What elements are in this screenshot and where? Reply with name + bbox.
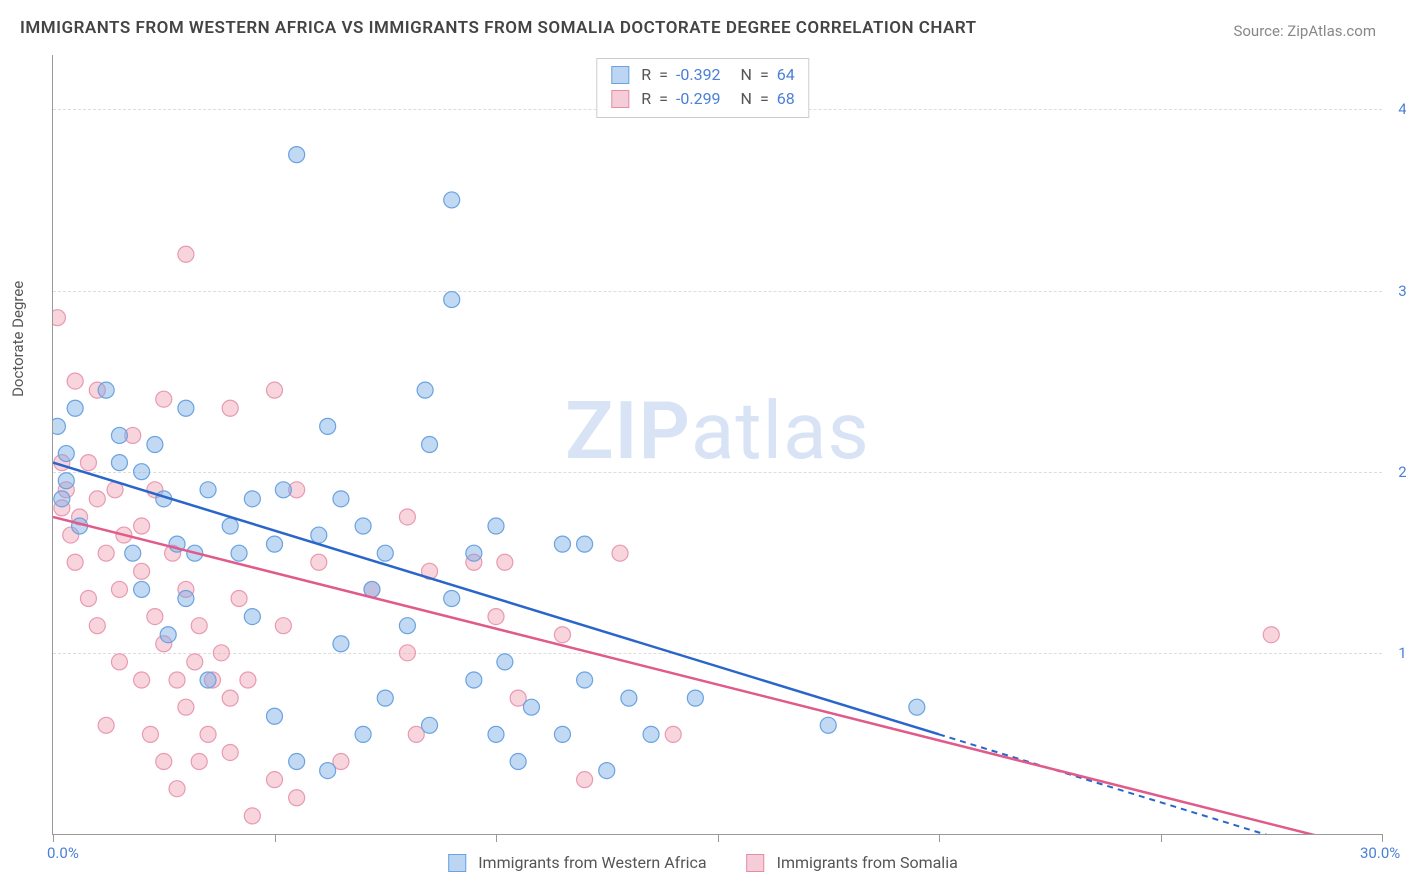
stats-legend: R = -0.392 N = 64 R = -0.299 N = 68 <box>596 58 809 118</box>
x-tick <box>1382 834 1383 842</box>
y-axis-title: Doctorate Degree <box>9 281 27 397</box>
x-tick-label: 0.0% <box>47 844 79 862</box>
x-tick-label: 30.0% <box>1360 844 1400 862</box>
stat-R-0: -0.392 <box>676 63 721 87</box>
x-tick <box>275 834 276 842</box>
legend-swatch-1 <box>747 854 765 872</box>
x-tick <box>718 834 719 842</box>
swatch-1 <box>611 90 629 108</box>
legend-label-1: Immigrants from Somalia <box>777 853 958 872</box>
x-tick <box>53 834 54 842</box>
y-tick-label: 1.0% <box>1398 644 1406 662</box>
bottom-legend: Immigrants from Western Africa Immigrant… <box>448 853 958 872</box>
trend-layer <box>53 55 1382 834</box>
legend-label-0: Immigrants from Western Africa <box>478 853 706 872</box>
stats-row-1: R = -0.299 N = 68 <box>611 87 794 111</box>
stats-row-0: R = -0.392 N = 64 <box>611 63 794 87</box>
y-tick-label: 3.0% <box>1398 282 1406 300</box>
x-tick <box>1161 834 1162 842</box>
chart-title: IMMIGRANTS FROM WESTERN AFRICA VS IMMIGR… <box>20 18 977 38</box>
legend-item-1: Immigrants from Somalia <box>747 853 958 872</box>
plot-area: ZIPatlas 1.0%2.0%3.0%4.0%0.0%30.0% <box>52 55 1382 835</box>
stat-N-0: 64 <box>777 63 795 87</box>
stat-R-label: R <box>641 63 651 87</box>
stat-R-1: -0.299 <box>676 87 721 111</box>
y-tick-label: 2.0% <box>1398 463 1406 481</box>
stat-N-1: 68 <box>777 87 795 111</box>
y-tick-label: 4.0% <box>1398 100 1406 118</box>
source-label: Source: ZipAtlas.com <box>1233 22 1376 40</box>
x-tick <box>496 834 497 842</box>
legend-item-0: Immigrants from Western Africa <box>448 853 706 872</box>
x-tick <box>939 834 940 842</box>
swatch-0 <box>611 66 629 84</box>
stat-N-label: N <box>741 63 752 87</box>
legend-swatch-0 <box>448 854 466 872</box>
